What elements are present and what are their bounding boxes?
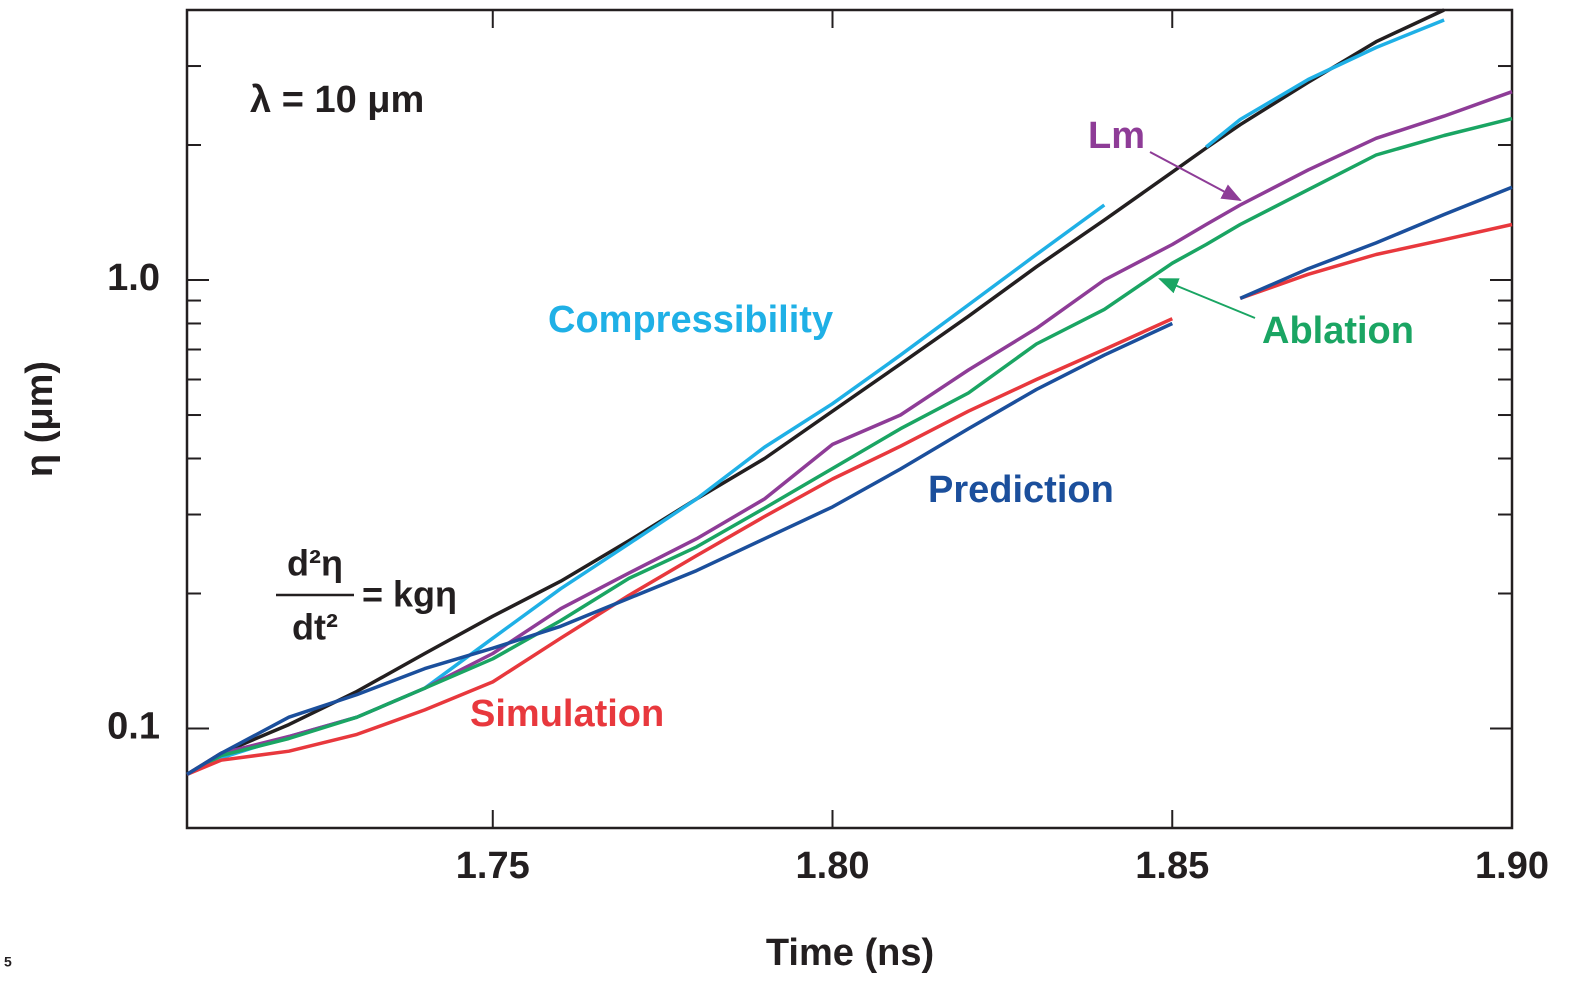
lines: [186, 8, 1513, 777]
formula-numerator: d²η: [287, 543, 343, 584]
series-label: Lm: [1088, 115, 1145, 157]
formula-denominator: dt²: [292, 607, 338, 648]
x-tick-label: 1.80: [796, 845, 870, 887]
series-label: Simulation: [470, 693, 664, 735]
plot-frame: [185, 8, 1514, 830]
series-line: [186, 8, 1445, 776]
y-tick-label: 0.1: [107, 706, 160, 748]
y-tick-label: 1.0: [107, 257, 160, 299]
series-line: [186, 185, 1513, 776]
lm-arrow: [1149, 151, 1242, 201]
series-label: Prediction: [928, 469, 1114, 511]
footnote: 5: [4, 954, 12, 970]
series-label: Ablation: [1262, 310, 1414, 352]
series-label: Compressibility: [548, 299, 833, 341]
wavelength-label: λ = 10 μm: [250, 79, 424, 121]
ablation-arrow: [1158, 278, 1256, 319]
x-tick-label: 1.90: [1475, 845, 1549, 887]
series-line: [186, 18, 1445, 776]
series-line: [186, 116, 1513, 776]
y-axis-label: η (μm): [19, 361, 61, 477]
series-line: [186, 222, 1513, 777]
x-tick-label: 1.75: [456, 845, 530, 887]
x-axis-label: Time (ns): [766, 932, 934, 974]
axes: [187, 10, 1513, 828]
series-line: [186, 90, 1513, 776]
x-tick-label: 1.85: [1135, 845, 1209, 887]
formula-rhs: = kgη: [362, 574, 457, 615]
